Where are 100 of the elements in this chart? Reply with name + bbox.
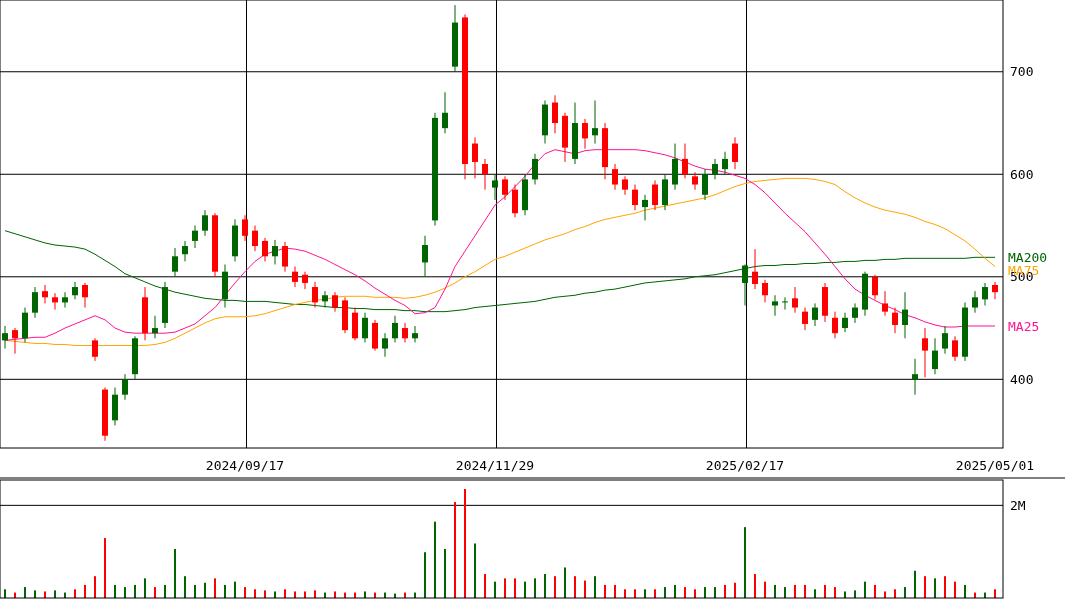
bar	[804, 584, 806, 598]
candlestick	[362, 312, 368, 343]
bar	[634, 589, 636, 598]
bar	[564, 567, 566, 598]
candlestick	[982, 282, 988, 306]
bar	[544, 574, 546, 598]
bar	[844, 591, 846, 598]
bar	[364, 591, 366, 598]
candlestick	[492, 173, 498, 201]
candlestick	[262, 237, 268, 262]
bar	[184, 576, 186, 598]
bar	[244, 587, 246, 598]
bar	[514, 578, 516, 598]
bar	[234, 581, 236, 598]
bar	[144, 578, 146, 598]
bar	[624, 589, 626, 598]
bar	[484, 574, 486, 598]
bar	[814, 589, 816, 598]
candlestick	[72, 281, 78, 300]
series-label: MA25	[1008, 318, 1040, 334]
candlestick	[502, 175, 508, 201]
candlestick	[792, 286, 798, 314]
bar	[524, 581, 526, 598]
bar	[824, 584, 826, 598]
bar	[594, 576, 596, 598]
candlestick	[172, 247, 178, 278]
bar	[834, 587, 836, 598]
y-tick-label: 400	[1010, 371, 1034, 387]
bar	[304, 591, 306, 598]
bar	[264, 590, 266, 598]
bar	[124, 587, 126, 598]
candlestick	[912, 358, 918, 396]
bar	[494, 581, 496, 598]
bar	[464, 489, 466, 598]
x-tick-label: 2024/11/29	[455, 458, 535, 473]
candlestick	[832, 311, 838, 339]
candlestick	[702, 168, 708, 201]
bar	[164, 584, 166, 598]
candlestick	[62, 291, 68, 309]
bar	[284, 589, 286, 598]
bar	[254, 589, 256, 598]
bar	[24, 587, 26, 598]
candlestick	[872, 274, 878, 300]
candlestick	[682, 143, 688, 179]
bar	[924, 576, 926, 598]
bar	[684, 587, 686, 598]
bar	[874, 584, 876, 598]
candlestick	[392, 315, 398, 343]
candlestick	[482, 158, 488, 191]
candlestick	[322, 290, 328, 309]
candlestick	[772, 294, 778, 317]
bar	[604, 584, 606, 598]
candlestick	[312, 281, 318, 309]
candlestick	[762, 279, 768, 303]
candlestick	[622, 175, 628, 196]
bar	[674, 584, 676, 598]
candlestick	[42, 284, 48, 304]
bar	[424, 552, 426, 598]
bar	[854, 590, 856, 598]
y-tick-label: 700	[1010, 64, 1034, 80]
bar	[194, 584, 196, 598]
candlestick	[512, 184, 518, 218]
bar	[794, 584, 796, 598]
bar	[154, 587, 156, 598]
candlestick	[712, 158, 718, 180]
x-tick-label: 2025/02/17	[705, 458, 785, 473]
candlestick	[642, 194, 648, 221]
bar	[724, 584, 726, 598]
candlestick	[932, 337, 938, 375]
ref-line-label: 2M	[1010, 497, 1026, 513]
bar	[764, 581, 766, 598]
bar	[134, 584, 136, 598]
candlestick	[82, 282, 88, 309]
candlestick	[382, 332, 388, 358]
bar	[894, 589, 896, 598]
candlestick	[952, 335, 958, 362]
bar	[84, 584, 86, 598]
bar	[914, 570, 916, 598]
candlestick	[12, 327, 18, 355]
bar	[274, 591, 276, 598]
bar	[654, 589, 656, 598]
bar	[54, 590, 56, 598]
bar	[904, 587, 906, 598]
candlestick	[842, 312, 848, 333]
bar	[784, 587, 786, 598]
candlestick	[972, 290, 978, 314]
bar	[704, 587, 706, 598]
x-tick-label: 2024/09/17	[205, 458, 285, 473]
bar	[614, 584, 616, 598]
bar	[964, 584, 966, 598]
bar	[314, 590, 316, 598]
candlestick	[152, 315, 158, 339]
candlestick	[612, 163, 618, 191]
candlestick	[742, 263, 748, 306]
bar	[214, 578, 216, 598]
candlestick	[532, 153, 538, 186]
bar	[664, 587, 666, 598]
candlestick	[942, 325, 948, 355]
candlestick	[922, 327, 928, 378]
candlestick	[242, 214, 248, 242]
